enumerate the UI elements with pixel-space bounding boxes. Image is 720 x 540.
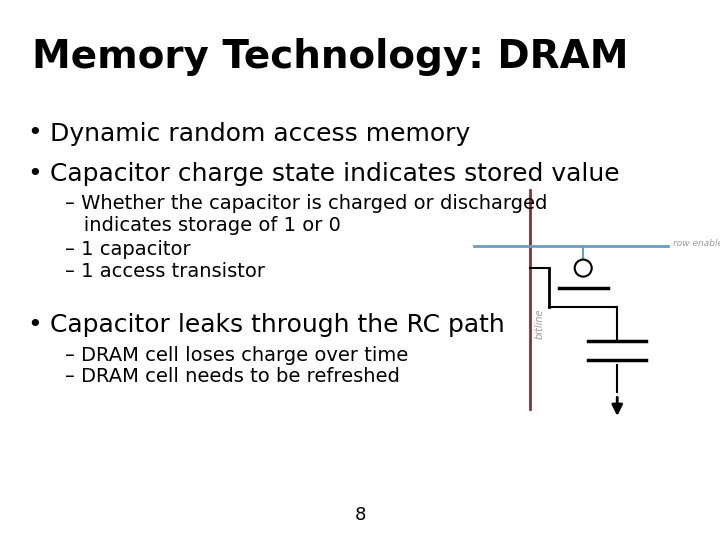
Text: – Whether the capacitor is charged or discharged: – Whether the capacitor is charged or di… xyxy=(65,194,547,213)
Text: bitline: bitline xyxy=(534,309,544,339)
Text: •: • xyxy=(27,162,42,186)
Text: indicates storage of 1 or 0: indicates storage of 1 or 0 xyxy=(65,216,341,235)
Text: – 1 access transistor: – 1 access transistor xyxy=(65,262,265,281)
Text: •: • xyxy=(27,122,42,145)
Text: – DRAM cell loses charge over time: – DRAM cell loses charge over time xyxy=(65,346,408,365)
Text: •: • xyxy=(27,313,42,337)
Text: – 1 capacitor: – 1 capacitor xyxy=(65,240,190,259)
Text: Dynamic random access memory: Dynamic random access memory xyxy=(50,122,471,145)
Text: 8: 8 xyxy=(354,506,366,524)
Circle shape xyxy=(575,260,592,276)
Text: Memory Technology: DRAM: Memory Technology: DRAM xyxy=(32,38,629,76)
Text: row enable: row enable xyxy=(673,239,720,248)
Text: Capacitor charge state indicates stored value: Capacitor charge state indicates stored … xyxy=(50,162,620,186)
Text: Capacitor leaks through the RC path: Capacitor leaks through the RC path xyxy=(50,313,505,337)
Text: – DRAM cell needs to be refreshed: – DRAM cell needs to be refreshed xyxy=(65,367,400,386)
